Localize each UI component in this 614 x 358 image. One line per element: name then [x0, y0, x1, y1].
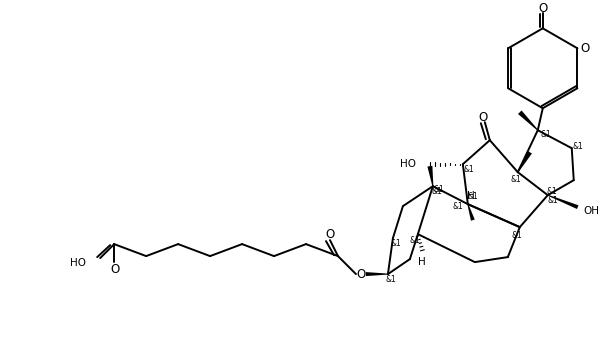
- Text: &1: &1: [540, 130, 551, 139]
- Text: &1: &1: [391, 239, 402, 248]
- Polygon shape: [467, 204, 475, 221]
- Text: &1: &1: [464, 165, 474, 174]
- Text: HO: HO: [400, 159, 416, 169]
- Text: O: O: [478, 111, 488, 124]
- Polygon shape: [518, 111, 538, 131]
- Polygon shape: [548, 195, 578, 209]
- Text: &1: &1: [572, 142, 583, 151]
- Text: &1: &1: [548, 196, 558, 205]
- Polygon shape: [427, 166, 433, 186]
- Text: O: O: [581, 42, 590, 55]
- Text: &1: &1: [432, 187, 442, 196]
- Text: H: H: [418, 257, 426, 267]
- Text: O: O: [111, 262, 120, 276]
- Text: &1: &1: [410, 236, 420, 245]
- Text: &1: &1: [510, 175, 521, 184]
- Text: O: O: [325, 228, 335, 241]
- Text: &1: &1: [453, 202, 463, 211]
- Text: &1: &1: [386, 275, 396, 284]
- Polygon shape: [366, 272, 388, 276]
- Polygon shape: [518, 151, 532, 173]
- Text: &1: &1: [511, 231, 522, 240]
- Text: OH: OH: [584, 206, 600, 216]
- Text: &1: &1: [433, 185, 445, 194]
- Text: O: O: [356, 267, 365, 281]
- Text: H: H: [467, 191, 475, 201]
- Text: &1: &1: [467, 192, 478, 200]
- Text: O: O: [538, 2, 548, 15]
- Text: &1: &1: [546, 187, 557, 196]
- Text: HO: HO: [70, 258, 86, 268]
